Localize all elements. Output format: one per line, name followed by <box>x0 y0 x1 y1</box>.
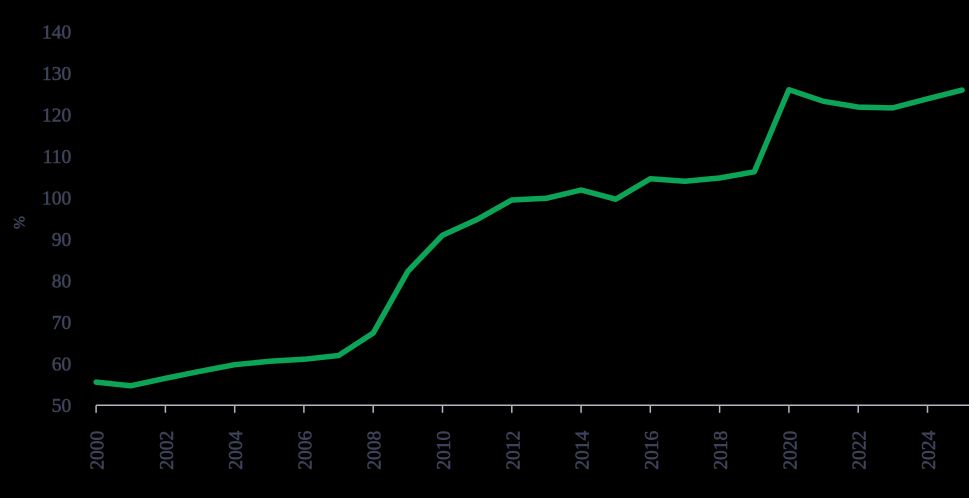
svg-text:140: 140 <box>42 22 71 43</box>
svg-text:70: 70 <box>52 313 72 334</box>
svg-text:2000: 2000 <box>88 431 109 470</box>
svg-text:2012: 2012 <box>503 431 524 470</box>
svg-text:80: 80 <box>52 271 72 292</box>
svg-text:2002: 2002 <box>157 431 178 470</box>
svg-text:130: 130 <box>42 64 71 85</box>
svg-text:50: 50 <box>52 396 72 417</box>
svg-text:2008: 2008 <box>365 431 386 470</box>
svg-text:90: 90 <box>52 230 72 251</box>
svg-text:2006: 2006 <box>295 431 316 470</box>
svg-text:100: 100 <box>42 188 71 209</box>
svg-text:%: % <box>11 216 28 229</box>
svg-text:2016: 2016 <box>642 431 663 470</box>
svg-text:2020: 2020 <box>780 431 801 470</box>
svg-text:60: 60 <box>52 354 72 375</box>
svg-text:2024: 2024 <box>919 431 940 470</box>
svg-text:2018: 2018 <box>711 431 732 470</box>
svg-text:120: 120 <box>42 105 71 126</box>
svg-text:2014: 2014 <box>573 431 594 470</box>
svg-text:110: 110 <box>43 147 72 168</box>
svg-text:2010: 2010 <box>434 431 455 470</box>
svg-text:2022: 2022 <box>850 431 871 470</box>
svg-text:2004: 2004 <box>226 431 247 470</box>
